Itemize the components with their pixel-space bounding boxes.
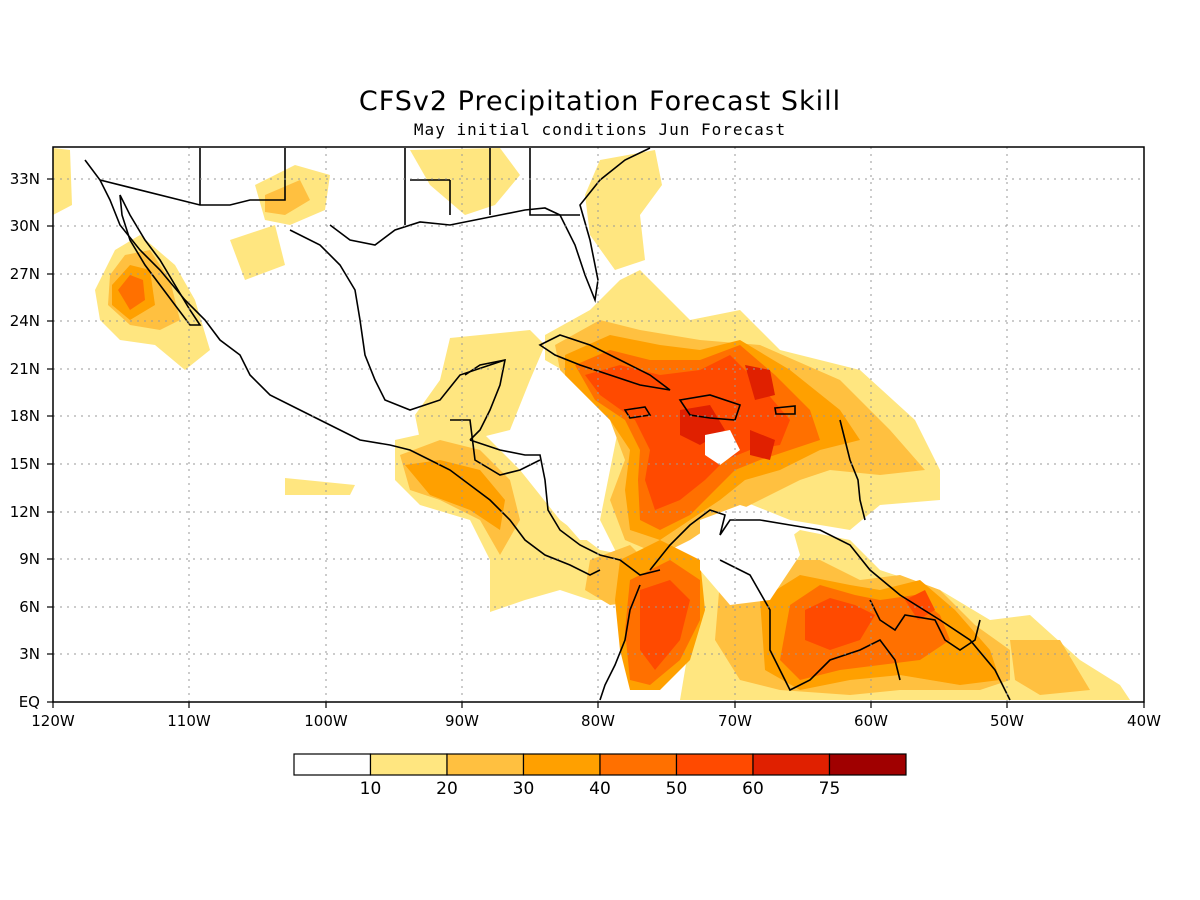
lat-label: 9N — [19, 550, 40, 568]
lon-label: 90W — [445, 712, 479, 730]
grid-lines — [53, 147, 1144, 702]
colorbar-swatch — [522, 753, 601, 776]
lat-labels: 33N 30N 27N 24N 21N 18N 15N 12N 9N 6N 3N… — [10, 170, 40, 711]
colorbar-label: 75 — [819, 779, 841, 799]
lat-label: 33N — [10, 170, 40, 188]
colorbar-label: 20 — [436, 779, 458, 799]
colorbar-swatch — [293, 753, 372, 776]
lat-label: EQ — [19, 693, 40, 711]
us-mexico-border — [99, 148, 286, 206]
skill-band-10-20 — [53, 148, 1130, 700]
colorbar-label: 30 — [513, 779, 535, 799]
colorbar-swatch — [752, 753, 831, 776]
lat-label: 27N — [10, 265, 40, 283]
coast-mexico-pacific — [84, 159, 601, 576]
lat-label: 12N — [10, 503, 40, 521]
skill-low-areas — [520, 395, 800, 605]
map-subtitle: May initial conditions Jun Forecast — [413, 120, 787, 139]
map-title: CFSv2 Precipitation Forecast Skill — [358, 86, 842, 117]
lat-label: 3N — [19, 645, 40, 663]
cuba — [538, 334, 671, 391]
jamaica — [623, 406, 652, 419]
lon-label: 70W — [718, 712, 752, 730]
lesser-antilles — [839, 419, 866, 521]
colorbar-label: 10 — [360, 779, 382, 799]
lat-label: 18N — [10, 407, 40, 425]
lon-label: 50W — [990, 712, 1024, 730]
colorbar-swatch — [599, 753, 678, 776]
lat-label: 30N — [10, 217, 40, 235]
puerto-rico — [774, 405, 796, 415]
guianas — [869, 599, 981, 651]
lon-label: 100W — [304, 712, 348, 730]
venezuela-colombia — [719, 559, 901, 692]
coast-colombia-pacific — [599, 584, 641, 701]
colorbar-swatch — [446, 753, 525, 776]
lat-label: 21N — [10, 360, 40, 378]
lon-labels: 120W 110W 100W 90W 80W 70W 60W 50W 40W — [31, 712, 1161, 730]
lon-label: 60W — [854, 712, 888, 730]
coast-central-america-caribbean — [469, 439, 661, 576]
colorbar-swatch — [828, 753, 907, 776]
coast-yucatan — [464, 358, 507, 441]
coast-gulf-north — [329, 147, 651, 304]
colorbar: 10 20 30 40 50 60 75 — [293, 753, 907, 799]
colorbar-label: 50 — [666, 779, 688, 799]
coastlines — [84, 147, 1011, 701]
coast-baja — [119, 194, 202, 326]
tick-marks — [47, 178, 1145, 708]
lon-label: 120W — [31, 712, 75, 730]
guatemala-belize — [450, 419, 541, 476]
colorbar-swatch — [369, 753, 448, 776]
lon-label: 110W — [167, 712, 211, 730]
colorbar-label: 40 — [589, 779, 611, 799]
lat-label: 6N — [19, 598, 40, 616]
coast-gulf-west — [289, 229, 506, 411]
lon-label: 40W — [1127, 712, 1161, 730]
lat-label: 24N — [10, 312, 40, 330]
colorbar-swatch — [675, 753, 754, 776]
lat-label: 15N — [10, 455, 40, 473]
lon-label: 80W — [581, 712, 615, 730]
coast-south-america-north — [649, 509, 1011, 701]
us-state-lines — [199, 148, 580, 225]
skill-shading — [53, 148, 1130, 700]
colorbar-label: 60 — [742, 779, 764, 799]
